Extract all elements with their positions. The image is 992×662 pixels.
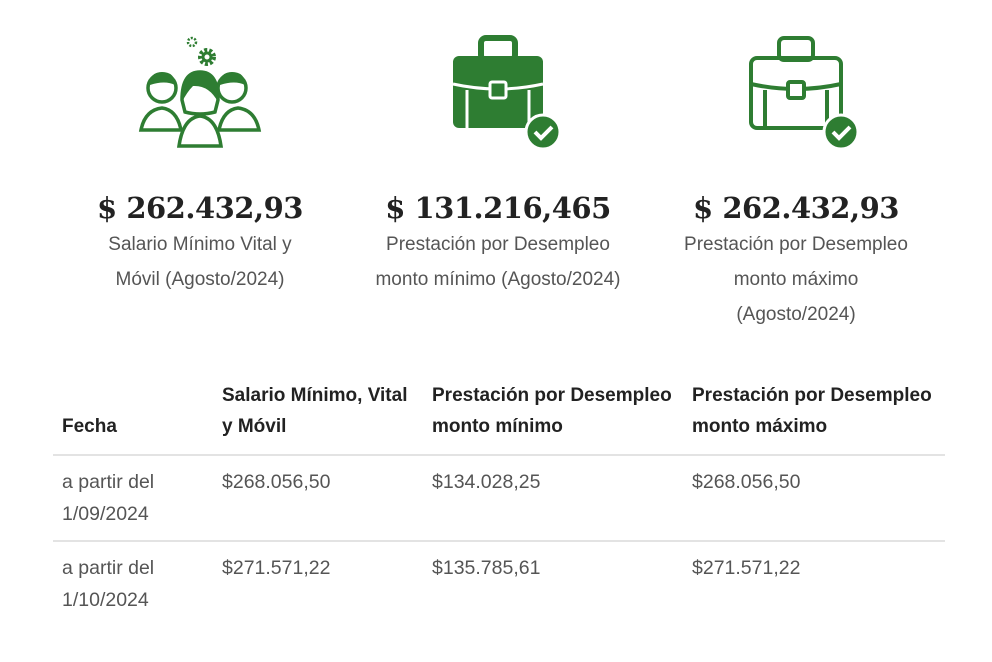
- cell-fecha: a partir del 1/09/2024: [53, 454, 213, 541]
- description: Prestación por Desempleo monto máximo (A…: [684, 234, 908, 325]
- description: Prestación por Desempleo monto mínimo (A…: [375, 234, 621, 290]
- cell-salario: $268.056,50: [213, 454, 423, 541]
- header-fecha: Fecha: [62, 416, 117, 437]
- cell-maximo: $271.571,22: [683, 540, 945, 626]
- people-gear-icon: [55, 30, 345, 160]
- salary-table: Fecha Salario Mínimo, Vital y Móvil Pres…: [53, 380, 945, 626]
- cell-maximo: $268.056,50: [683, 454, 945, 541]
- cell-minimo: $135.785,61: [423, 540, 683, 626]
- header-minimo: Prestación por Desempleo monto mínimo: [432, 385, 672, 437]
- briefcase-check-filled-icon: [353, 30, 643, 160]
- card-prestacion-minimo: $ 131.216,465 Prestación por Desempleo m…: [353, 30, 643, 297]
- header-salario: Salario Mínimo, Vital y Móvil: [222, 385, 408, 437]
- card-prestacion-maximo: $ 262.432,93 Prestación por Desempleo mo…: [651, 30, 941, 332]
- description: Salario Mínimo Vital y Móvil (Agosto/202…: [108, 234, 292, 290]
- amount: $ 131.216,465: [385, 191, 611, 225]
- amount: $ 262.432,93: [693, 191, 899, 225]
- table-row: a partir del 1/09/2024 $268.056,50 $134.…: [53, 454, 945, 541]
- header-maximo: Prestación por Desempleo monto máximo: [692, 385, 932, 437]
- cell-minimo: $134.028,25: [423, 454, 683, 541]
- amount: $ 262.432,93: [97, 191, 303, 225]
- cell-salario: $271.571,22: [213, 540, 423, 626]
- table-header-row: Fecha Salario Mínimo, Vital y Móvil Pres…: [53, 380, 945, 455]
- briefcase-check-outline-icon: [651, 30, 941, 160]
- card-salario-minimo: $ 262.432,93 Salario Mínimo Vital y Móvi…: [55, 30, 345, 297]
- cell-fecha: a partir del 1/10/2024: [53, 540, 213, 626]
- table-row: a partir del 1/10/2024 $271.571,22 $135.…: [53, 540, 945, 626]
